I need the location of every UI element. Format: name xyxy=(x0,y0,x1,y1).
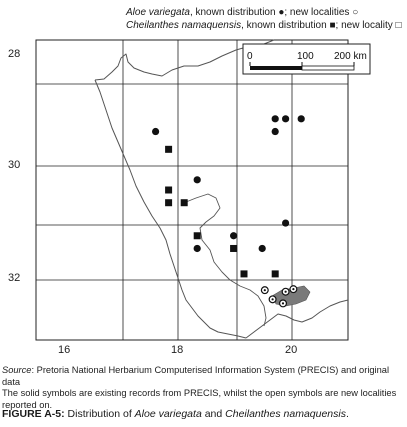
scale-label-200: 200 km xyxy=(334,51,367,62)
figure-text-3: . xyxy=(345,408,349,420)
cheilanthes-known-marker xyxy=(240,270,248,278)
inner-boundary xyxy=(185,193,267,327)
figure-species-1: Aloe variegata xyxy=(134,408,202,420)
map-frame xyxy=(35,39,349,341)
caption-line-3: reported on. xyxy=(2,399,53,410)
figure-label: FIGURE A-5: xyxy=(2,408,65,420)
cheilanthes-known-marker xyxy=(271,270,279,278)
x-tick-label-16: 16 xyxy=(58,344,71,356)
aloe-known-marker xyxy=(282,115,290,123)
cheilanthes-known-marker xyxy=(193,232,201,240)
figure-text-2: and xyxy=(201,408,226,420)
aloe-new-marker-dot xyxy=(281,302,285,305)
cheilanthes-known-marker xyxy=(230,244,238,252)
legend-cheilanthes-sep: ; new locality xyxy=(335,20,396,31)
legend-cheilanthes-known-symbol: ■ xyxy=(329,20,336,31)
legend-aloe-known-symbol: ● xyxy=(278,7,285,18)
legend-aloe-row: Aloe variegata, known distribution ●; ne… xyxy=(126,6,402,19)
legend-aloe-species: Aloe variegata xyxy=(126,7,190,18)
legend-aloe-text: , known distribution xyxy=(189,7,279,18)
caption-source-text: : Pretoria National Herbarium Computeris… xyxy=(2,365,390,387)
cheilanthes-known-marker xyxy=(165,199,173,207)
coastline-outline xyxy=(94,39,349,339)
caption-source-line: Source: Pretoria National Herbarium Comp… xyxy=(2,365,406,388)
aloe-known-marker xyxy=(193,244,201,253)
aloe-known-marker xyxy=(297,115,305,123)
x-tick-label-18: 18 xyxy=(171,344,184,356)
figure-text-1: Distribution of xyxy=(64,408,135,420)
aloe-new-marker-dot xyxy=(263,289,266,292)
y-tick-label-30: 30 xyxy=(8,159,21,171)
aloe-known-marker xyxy=(258,244,266,253)
y-tick-label-28: 28 xyxy=(8,48,21,60)
scale-label-100: 100 xyxy=(297,51,314,62)
figure-species-2: Cheilanthes namaquensis xyxy=(225,408,346,420)
cheilanthes-known-marker xyxy=(165,145,173,153)
legend-aloe-new-symbol: ○ xyxy=(352,7,359,18)
map-caption: Source: Pretoria National Herbarium Comp… xyxy=(2,365,406,411)
x-tick-label-20: 20 xyxy=(285,344,298,356)
aloe-new-marker-dot xyxy=(284,290,287,293)
aloe-known-marker xyxy=(152,127,160,136)
distribution-map xyxy=(35,39,371,341)
legend-cheilanthes-new-symbol: □ xyxy=(395,20,402,31)
aloe-known-marker xyxy=(271,127,279,136)
legend-cheilanthes-row: Cheilanthes namaquensis, known distribut… xyxy=(126,19,402,32)
occurrence-markers xyxy=(152,115,305,308)
aloe-new-marker-dot xyxy=(271,298,274,301)
legend-cheilanthes-species: Cheilanthes namaquensis xyxy=(126,20,242,31)
aloe-known-marker xyxy=(271,115,279,123)
aloe-known-marker xyxy=(193,176,201,184)
aloe-known-marker xyxy=(230,232,238,240)
caption-line-2: The solid symbols are existing records f… xyxy=(2,388,397,398)
caption-source-label: Source xyxy=(2,365,32,375)
cheilanthes-known-marker xyxy=(165,186,173,194)
scale-bar-segment-dark xyxy=(250,66,302,70)
scale-bar-segment-light xyxy=(301,65,355,71)
y-tick-label-32: 32 xyxy=(8,272,21,284)
scale-label-0: 0 xyxy=(247,51,253,62)
scale-bar xyxy=(249,62,355,71)
map-legend: Aloe variegata, known distribution ●; ne… xyxy=(126,6,402,32)
figure-title: FIGURE A-5: Distribution of Aloe variega… xyxy=(2,408,349,420)
cheilanthes-known-marker xyxy=(180,199,188,207)
legend-aloe-sep: ; new localities xyxy=(284,7,353,18)
aloe-new-marker-dot xyxy=(292,288,295,291)
aloe-known-marker xyxy=(282,219,290,227)
legend-cheilanthes-text: , known distribution xyxy=(241,20,330,31)
